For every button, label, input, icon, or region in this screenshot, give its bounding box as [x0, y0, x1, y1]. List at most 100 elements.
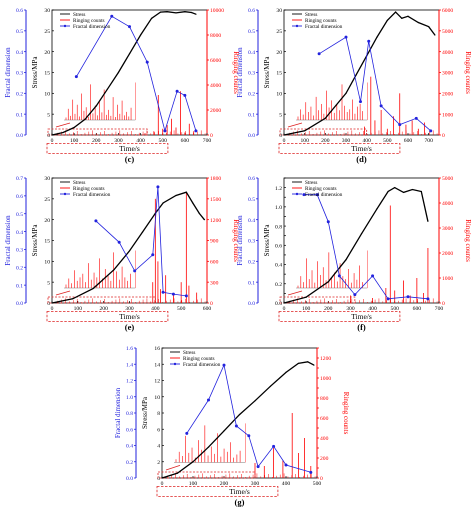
- fractal-point: [163, 129, 167, 133]
- fractal-point: [386, 297, 390, 301]
- ringing-tick-label: 2000: [210, 108, 221, 114]
- stress-point: [113, 269, 115, 271]
- fractal-tick-label: 0.2: [126, 460, 133, 466]
- x-tick-label: 200: [92, 138, 101, 144]
- stress-point: [313, 364, 315, 366]
- stress-tick-label: 1.0: [275, 205, 282, 211]
- fractal-point: [117, 240, 121, 244]
- fractal-tick-label: 0.1: [16, 112, 23, 118]
- fractal-point: [379, 104, 383, 108]
- stress-axis-label: Stress/MPa: [141, 396, 149, 429]
- stress-tick-label: 14: [154, 362, 160, 368]
- legend-marker: [63, 24, 67, 28]
- stress-point: [411, 188, 414, 191]
- fractal-point: [175, 89, 179, 93]
- fractal-point: [315, 193, 319, 197]
- fractal-point: [145, 60, 149, 64]
- stress-point: [395, 11, 397, 13]
- stress-axis-label: Stress/MPa: [31, 56, 39, 89]
- fractal-point: [256, 465, 260, 469]
- fractal-point: [194, 129, 198, 133]
- stress-tick-label: 5: [47, 112, 50, 118]
- fractal-point: [222, 363, 226, 367]
- stress-point: [84, 118, 86, 120]
- fractal-point: [326, 220, 330, 224]
- ringing-tick-label: 5000: [442, 176, 453, 182]
- stress-point: [166, 11, 168, 13]
- stress-point: [95, 105, 97, 107]
- stress-point: [159, 11, 162, 13]
- x-tick-label: 700: [435, 306, 444, 312]
- stress-point: [324, 117, 326, 119]
- legend-label: Fractal dimension: [73, 24, 111, 30]
- stress-point: [184, 11, 186, 13]
- ringing-tick-label: 800: [320, 396, 329, 402]
- stress-tick-label: 10: [44, 92, 50, 98]
- stress-point: [345, 259, 347, 261]
- panel-c: 0.0 0.1 0.2 0.3 0.4 0.5 0.6 Fractal dimension 0 5…: [4, 8, 240, 164]
- legend-marker: [295, 192, 299, 196]
- ringing-tick-label: 3000: [442, 71, 453, 77]
- ringing-tick-label: 200: [320, 456, 329, 462]
- stress-point: [192, 461, 194, 463]
- stress-point: [106, 88, 108, 90]
- ringing-axis-label: Ringing counts: [464, 51, 472, 94]
- x-tick-label: 500: [391, 306, 400, 312]
- x-axis-label: Time/s: [119, 144, 140, 153]
- x-tick-label: 500: [313, 481, 322, 487]
- fractal-point: [74, 75, 78, 79]
- x-tick-label: 200: [321, 138, 330, 144]
- time-range-box: [278, 311, 401, 322]
- fractal-tick-label: 1.6: [126, 346, 133, 352]
- stress-point: [305, 296, 307, 298]
- legend-marker: [295, 24, 299, 28]
- stress-point: [207, 446, 210, 448]
- fractal-line: [303, 194, 428, 300]
- x-tick-label: 500: [383, 138, 392, 144]
- fractal-tick-label: 0.5: [248, 29, 255, 35]
- stress-tick-label: 0: [157, 476, 160, 482]
- fractal-tick-label: 0.3: [248, 71, 255, 77]
- stress-point: [402, 191, 405, 194]
- stress-tick-label: 0: [47, 133, 50, 139]
- x-tick-label: 300: [342, 138, 351, 144]
- time-range-box: [156, 486, 279, 497]
- stress-tick-label: 8: [157, 411, 160, 417]
- fractal-point: [234, 424, 238, 428]
- fractal-axis-label: Fractal dimension: [4, 215, 12, 266]
- ringing-tick-label: 8000: [210, 33, 221, 39]
- legend-label: Ringing counts: [73, 18, 105, 24]
- stress-point: [428, 26, 430, 28]
- legend-label: Fractal dimension: [183, 362, 221, 368]
- stress-tick-label: 10: [276, 92, 282, 98]
- fractal-tick-label: 0.6: [248, 176, 255, 182]
- fractal-point: [426, 297, 430, 301]
- fractal-point: [161, 290, 165, 294]
- stress-point: [176, 472, 179, 474]
- x-tick-label: 400: [362, 138, 371, 144]
- legend-label: Stress: [73, 180, 85, 186]
- panel-d: 0.0 0.1 0.2 0.3 0.4 0.5 0.6 Fractal dimension 0 5…: [236, 8, 472, 164]
- ringing-tick-label: 4000: [210, 83, 221, 89]
- stress-tick-label: 30: [276, 8, 282, 14]
- fractal-tick-label: 0.4: [248, 50, 255, 56]
- fractal-point: [302, 193, 306, 197]
- stress-tick-label: 0.4: [275, 263, 282, 269]
- stress-point: [407, 15, 409, 17]
- fractal-tick-label: 0.2: [16, 265, 23, 271]
- stress-tick-label: 16: [154, 346, 160, 352]
- time-range-box: [46, 311, 169, 322]
- fractal-point: [184, 294, 188, 298]
- fractal-tick-label: 0.5: [248, 197, 255, 203]
- ringing-tick-label: 600: [210, 260, 219, 266]
- x-tick-label: 300: [251, 481, 260, 487]
- stress-tick-label: 20: [44, 218, 50, 224]
- stress-point: [401, 17, 403, 19]
- stress-point: [394, 187, 396, 189]
- x-tick-label: 100: [300, 138, 309, 144]
- ringing-tick-label: 1200: [210, 218, 221, 224]
- fractal-point: [353, 293, 357, 297]
- fractal-point: [151, 253, 155, 257]
- stress-point: [73, 126, 75, 129]
